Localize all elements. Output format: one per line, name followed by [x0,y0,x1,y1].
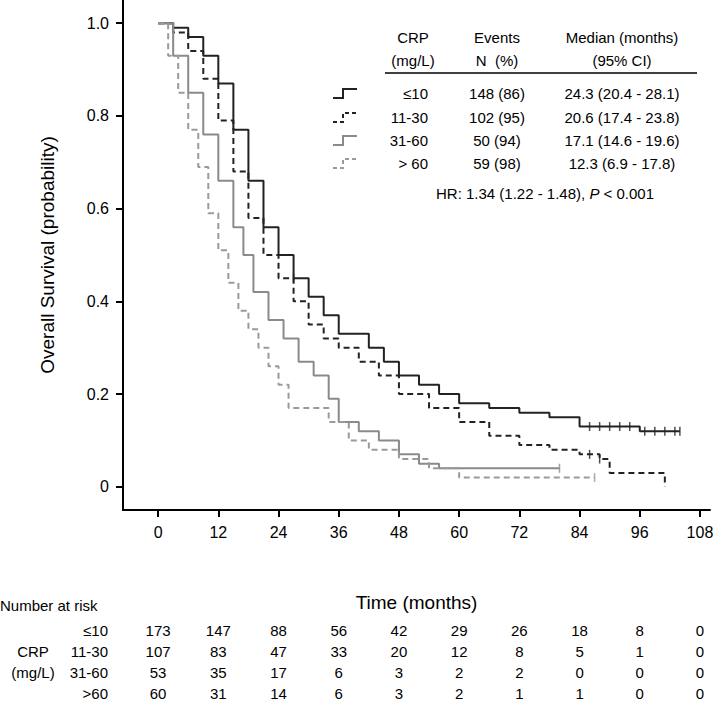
svg-text:8: 8 [636,622,644,639]
svg-text:42: 42 [391,622,408,639]
svg-text:6: 6 [335,664,343,681]
svg-text:0: 0 [696,664,704,681]
svg-text:Overall Survival (probability): Overall Survival (probability) [37,136,58,374]
svg-text:0: 0 [696,685,704,702]
svg-text:17.1 (14.6 - 19.6): 17.1 (14.6 - 19.6) [564,132,679,149]
svg-text:108: 108 [687,524,714,541]
svg-text:20.6 (17.4 - 23.8): 20.6 (17.4 - 23.8) [564,109,679,126]
svg-text:11-30: 11-30 [71,643,108,660]
svg-text:72: 72 [510,524,528,541]
svg-text:24: 24 [270,524,288,541]
svg-text:173: 173 [146,622,171,639]
svg-text:0: 0 [636,664,644,681]
svg-text:31: 31 [210,685,227,702]
svg-text:Number at risk: Number at risk [0,597,98,614]
svg-text:47: 47 [270,643,287,660]
svg-text:88: 88 [270,622,287,639]
svg-text:56: 56 [330,622,347,639]
svg-text:12.3 (6.9 - 17.8): 12.3 (6.9 - 17.8) [569,155,676,172]
svg-text:0.4: 0.4 [87,293,109,310]
svg-text:< 0.001: < 0.001 [599,185,654,202]
svg-text:0: 0 [100,478,109,495]
svg-text:31-60: 31-60 [70,664,108,681]
svg-text:59 (98): 59 (98) [473,155,521,172]
svg-text:102 (95): 102 (95) [469,109,525,126]
svg-text:17: 17 [270,664,287,681]
svg-text:Time (months): Time (months) [356,592,478,613]
svg-text:2: 2 [455,685,463,702]
svg-text:84: 84 [571,524,589,541]
svg-text:0.2: 0.2 [87,386,109,403]
svg-text:96: 96 [631,524,649,541]
svg-text:0.6: 0.6 [87,200,109,217]
svg-text:(95% CI): (95% CI) [592,52,651,69]
svg-text:P: P [589,185,599,202]
svg-text:26: 26 [511,622,528,639]
svg-text:≤10: ≤10 [83,622,108,639]
svg-text:35: 35 [210,664,227,681]
svg-text:12: 12 [451,643,468,660]
svg-text:60: 60 [150,685,167,702]
svg-text:0.8: 0.8 [87,107,109,124]
svg-text:48: 48 [390,524,408,541]
svg-text:0: 0 [575,664,583,681]
svg-text:60: 60 [450,524,468,541]
svg-text:≤10: ≤10 [403,85,428,102]
svg-text:24.3 (20.4 - 28.1): 24.3 (20.4 - 28.1) [564,85,679,102]
svg-text:1: 1 [575,685,583,702]
svg-text:> 60: > 60 [398,155,428,172]
svg-text:14: 14 [270,685,287,702]
svg-text:12: 12 [209,524,227,541]
svg-text:147: 147 [206,622,231,639]
svg-text:CRP: CRP [397,29,429,46]
svg-text:31-60: 31-60 [390,132,428,149]
svg-text:6: 6 [335,685,343,702]
svg-text:50 (94): 50 (94) [473,132,521,149]
svg-text:83: 83 [210,643,227,660]
svg-text:>60: >60 [83,685,108,702]
svg-text:53: 53 [150,664,167,681]
svg-text:(mg/L): (mg/L) [11,664,54,681]
svg-text:1: 1 [515,685,523,702]
svg-text:0: 0 [696,643,704,660]
svg-text:Median (months): Median (months) [566,29,679,46]
svg-text:148 (86): 148 (86) [469,85,525,102]
svg-text:29: 29 [451,622,468,639]
svg-text:33: 33 [330,643,347,660]
svg-text:8: 8 [515,643,523,660]
svg-text:1: 1 [636,643,644,660]
svg-text:2: 2 [455,664,463,681]
svg-text:1.0: 1.0 [87,15,109,32]
svg-text:5: 5 [575,643,583,660]
svg-text:36: 36 [330,524,348,541]
svg-text:18: 18 [571,622,588,639]
svg-text:0: 0 [154,524,163,541]
svg-text:3: 3 [395,685,403,702]
svg-text:HR: 1.34 (1.22 - 1.48),: HR: 1.34 (1.22 - 1.48), [436,185,589,202]
svg-text:107: 107 [146,643,171,660]
svg-text:2: 2 [515,664,523,681]
svg-text:20: 20 [391,643,408,660]
svg-text:0: 0 [696,622,704,639]
svg-text:3: 3 [395,664,403,681]
svg-text:CRP: CRP [17,643,49,660]
svg-text:N (%): N (%) [476,52,519,69]
svg-text:11-30: 11-30 [391,109,428,126]
svg-text:(mg/L): (mg/L) [391,52,434,69]
svg-text:0: 0 [636,685,644,702]
svg-text:Events: Events [474,29,520,46]
